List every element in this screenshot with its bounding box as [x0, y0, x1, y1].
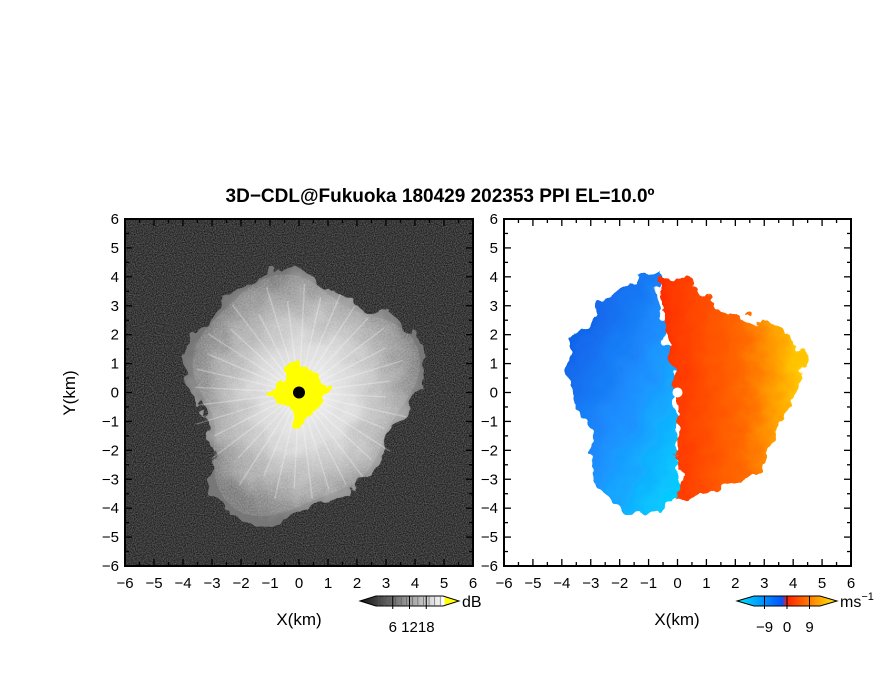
reflectivity-x-tick-label: 6	[469, 575, 477, 592]
reflectivity-y-tick-label: 6	[111, 211, 119, 228]
velocity-colorbar-tick-label: 0	[783, 619, 791, 636]
reflectivity-y-tick-label: 0	[111, 385, 119, 402]
reflectivity-x-tick-label: −3	[203, 575, 220, 592]
velocity-x-tick-label: 3	[760, 575, 768, 592]
reflectivity-y-tick-label: 1	[111, 356, 119, 373]
reflectivity-colorbar-tick-label: 18	[418, 619, 435, 636]
velocity-y-tick-label: −6	[481, 558, 498, 575]
velocity-axis-ticks	[503, 218, 852, 567]
velocity-x-tick-label: −2	[611, 575, 628, 592]
reflectivity-y-tick-label: 4	[111, 269, 119, 286]
velocity-x-tick-label: −6	[495, 575, 512, 592]
reflectivity-colorbar: 6 12 18 dB	[358, 594, 482, 636]
reflectivity-colorbar-tick-label: 6	[389, 619, 397, 636]
velocity-x-tick-label: 5	[818, 575, 826, 592]
reflectivity-x-tick-label: −2	[232, 575, 249, 592]
radar-site-marker	[293, 386, 305, 399]
velocity-unit-exponent: −1	[861, 591, 874, 603]
velocity-approaching-region	[565, 272, 681, 514]
velocity-y-tick-label: −4	[481, 500, 498, 517]
velocity-colorbar-tick-label: −9	[756, 619, 773, 636]
velocity-y-tick-label: −1	[481, 413, 498, 430]
reflectivity-y-tick-label: −4	[102, 500, 119, 517]
velocity-colorbar-ticks: −9 0 9	[756, 596, 814, 636]
velocity-y-tick-label: 5	[490, 240, 498, 257]
reflectivity-y-tick-label: −5	[102, 529, 119, 546]
reflectivity-y-tick-label: 2	[111, 327, 119, 344]
reflectivity-x-tick-label: 3	[382, 575, 390, 592]
velocity-unit-base: ms	[840, 594, 861, 611]
velocity-y-tick-label: 4	[490, 269, 498, 286]
reflectivity-x-tick-label: −6	[116, 575, 133, 592]
velocity-colorbar-tick-label: 9	[805, 619, 813, 636]
velocity-x-tick-label: −3	[582, 575, 599, 592]
velocity-y-tick-label: 6	[490, 211, 498, 228]
velocity-x-tick-label: 6	[847, 575, 855, 592]
reflectivity-x-tick-label: −4	[174, 575, 191, 592]
velocity-y-tick-label: 3	[490, 298, 498, 315]
velocity-x-axis-title: X(km)	[654, 610, 699, 629]
velocity-x-tick-label: 2	[731, 575, 739, 592]
reflectivity-x-axis-title: X(km)	[276, 610, 321, 629]
reflectivity-y-tick-label: −6	[102, 558, 119, 575]
reflectivity-y-axis-title: Y(km)	[60, 370, 79, 415]
velocity-colorbar: −9 0 9 ms−1	[735, 591, 874, 636]
velocity-y-tick-label: −3	[481, 471, 498, 488]
reflectivity-panel	[124, 218, 474, 567]
reflectivity-x-tick-label: 2	[353, 575, 361, 592]
velocity-y-tick-label: 1	[490, 356, 498, 373]
velocity-y-tick-label: −5	[481, 529, 498, 546]
velocity-x-tick-label: −5	[524, 575, 541, 592]
reflectivity-x-tick-label: 1	[324, 575, 332, 592]
velocity-panel	[503, 218, 852, 567]
reflectivity-colorbar-unit: dB	[462, 594, 482, 611]
reflectivity-x-tick-label: 4	[411, 575, 419, 592]
velocity-x-tick-label: 1	[702, 575, 710, 592]
velocity-y-tick-label: 0	[490, 385, 498, 402]
reflectivity-x-tick-label: 0	[295, 575, 303, 592]
reflectivity-x-tick-label: −5	[145, 575, 162, 592]
reflectivity-y-tick-label: −2	[102, 442, 119, 459]
reflectivity-colorbar-ticks: 6 12 18	[378, 596, 441, 636]
reflectivity-y-tick-label: −1	[102, 413, 119, 430]
velocity-y-tick-label: −2	[481, 442, 498, 459]
velocity-y-tick-label: 2	[490, 327, 498, 344]
figure-title: 3D−CDL@Fukuoka 180429 202353 PPI EL=10.0…	[225, 186, 655, 207]
velocity-colorbar-unit: ms−1	[840, 591, 874, 611]
reflectivity-x-tick-label: 5	[440, 575, 448, 592]
reflectivity-y-tick-label: −3	[102, 471, 119, 488]
velocity-receding-region	[655, 272, 803, 502]
reflectivity-axis-ticks	[124, 218, 474, 567]
reflectivity-colorbar-tick-label: 12	[401, 619, 418, 636]
reflectivity-y-tick-label: 3	[111, 298, 119, 315]
reflectivity-y-tick-label: 5	[111, 240, 119, 257]
velocity-x-tick-label: 4	[789, 575, 797, 592]
radar-site-marker-velocity	[672, 387, 683, 398]
reflectivity-x-tick-label: −1	[261, 575, 278, 592]
velocity-x-tick-label: −4	[553, 575, 570, 592]
axis-tick-labels: −6 −5 −4 −3 −2 −1 0 1 2 3 4 5 66543210−1−2−3−4−5−6−6…	[102, 211, 855, 592]
velocity-x-tick-label: −1	[640, 575, 657, 592]
velocity-x-tick-label: 0	[673, 575, 681, 592]
